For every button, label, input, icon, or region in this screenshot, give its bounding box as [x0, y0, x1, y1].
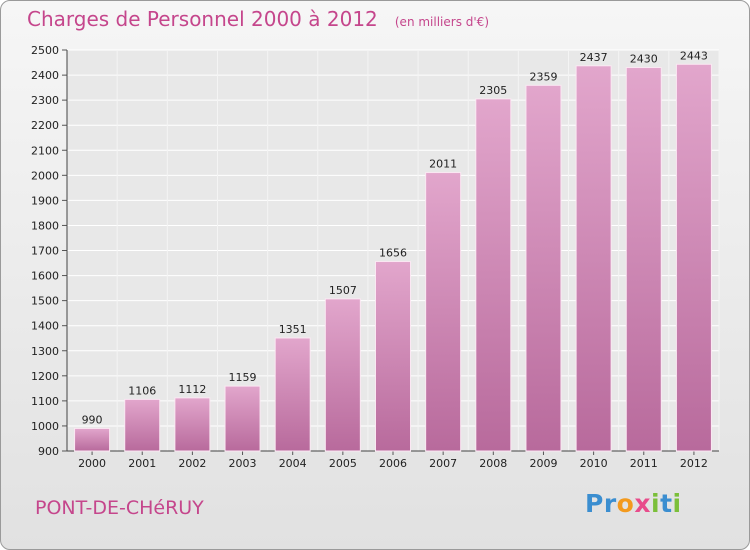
- logo-letter: x: [634, 489, 651, 518]
- labels: 900 1000 1100 1200 1300 1400 1500 1600 1700 1800 1…: [31, 44, 708, 470]
- y-tick-label: 1900: [31, 194, 59, 207]
- bar: [525, 84, 562, 452]
- x-tick-label: 2009: [529, 457, 557, 470]
- bar: [475, 98, 512, 452]
- logo-letter: o: [616, 489, 635, 518]
- y-tick-label: 1500: [31, 295, 59, 308]
- bars: [74, 63, 712, 452]
- x-tick-label: 2006: [379, 457, 407, 470]
- bar: [74, 427, 111, 452]
- x-tick-label: 2002: [178, 457, 206, 470]
- title-row: Charges de Personnel 2000 à 2012 (en mil…: [27, 7, 489, 31]
- logo-letter: i: [672, 489, 682, 518]
- proxiti-logo: Proxiti: [585, 489, 682, 518]
- x-tick-label: 2003: [229, 457, 257, 470]
- x-tick-label: 2012: [680, 457, 708, 470]
- y-tick-label: 1100: [31, 395, 59, 408]
- bar: [124, 398, 161, 452]
- city-name: PONT-DE-CHéRUY: [35, 497, 204, 519]
- x-tick-label: 2010: [580, 457, 608, 470]
- x-tick-label: 2004: [279, 457, 307, 470]
- bar: [324, 298, 361, 452]
- x-tick-label: 2000: [78, 457, 106, 470]
- y-tick-label: 2400: [31, 69, 59, 82]
- data-label: 2305: [479, 84, 507, 97]
- y-tick-label: 1200: [31, 370, 59, 383]
- x-tick-label: 2007: [429, 457, 457, 470]
- bar: [274, 337, 311, 452]
- x-tick-label: 2011: [630, 457, 658, 470]
- y-tick-label: 2200: [31, 119, 59, 132]
- data-label: 2437: [580, 51, 608, 64]
- data-label: 2430: [630, 53, 658, 66]
- logo-letter: t: [660, 489, 673, 518]
- y-tick-label: 1800: [31, 219, 59, 232]
- x-tick-label: 2001: [128, 457, 156, 470]
- logo-letter: P: [585, 489, 604, 518]
- data-label: 2443: [680, 49, 708, 62]
- data-label: 1507: [329, 284, 357, 297]
- bar: [224, 385, 261, 452]
- data-label: 1106: [128, 384, 156, 397]
- y-tick-label: 1600: [31, 270, 59, 283]
- x-tick-label: 2008: [479, 457, 507, 470]
- logo-letter: r: [603, 489, 617, 518]
- bar: [675, 63, 712, 452]
- bar: [174, 397, 211, 452]
- data-label: 1159: [229, 371, 257, 384]
- y-tick-label: 1000: [31, 420, 59, 433]
- bar: [425, 172, 462, 452]
- y-tick-label: 1700: [31, 245, 59, 258]
- y-tick-label: 1400: [31, 320, 59, 333]
- y-tick-label: 2000: [31, 169, 59, 182]
- y-tick-label: 2300: [31, 94, 59, 107]
- data-label: 1656: [379, 247, 407, 260]
- data-label: 990: [82, 413, 103, 426]
- unit-note: (en milliers d'€): [394, 15, 489, 29]
- chart-title: Charges de Personnel 2000 à 2012: [27, 7, 378, 31]
- y-tick-label: 2500: [31, 44, 59, 57]
- x-tick-label: 2005: [329, 457, 357, 470]
- logo-letter: i: [651, 489, 661, 518]
- bar: [625, 67, 662, 452]
- data-label: 2011: [429, 158, 457, 171]
- y-tick-label: 1300: [31, 345, 59, 358]
- y-tick-label: 900: [38, 445, 59, 458]
- data-label: 1112: [178, 383, 206, 396]
- bar: [375, 261, 411, 452]
- y-tick-label: 2100: [31, 144, 59, 157]
- data-label: 1351: [279, 323, 307, 336]
- data-label: 2359: [529, 70, 557, 83]
- bar: [575, 65, 612, 452]
